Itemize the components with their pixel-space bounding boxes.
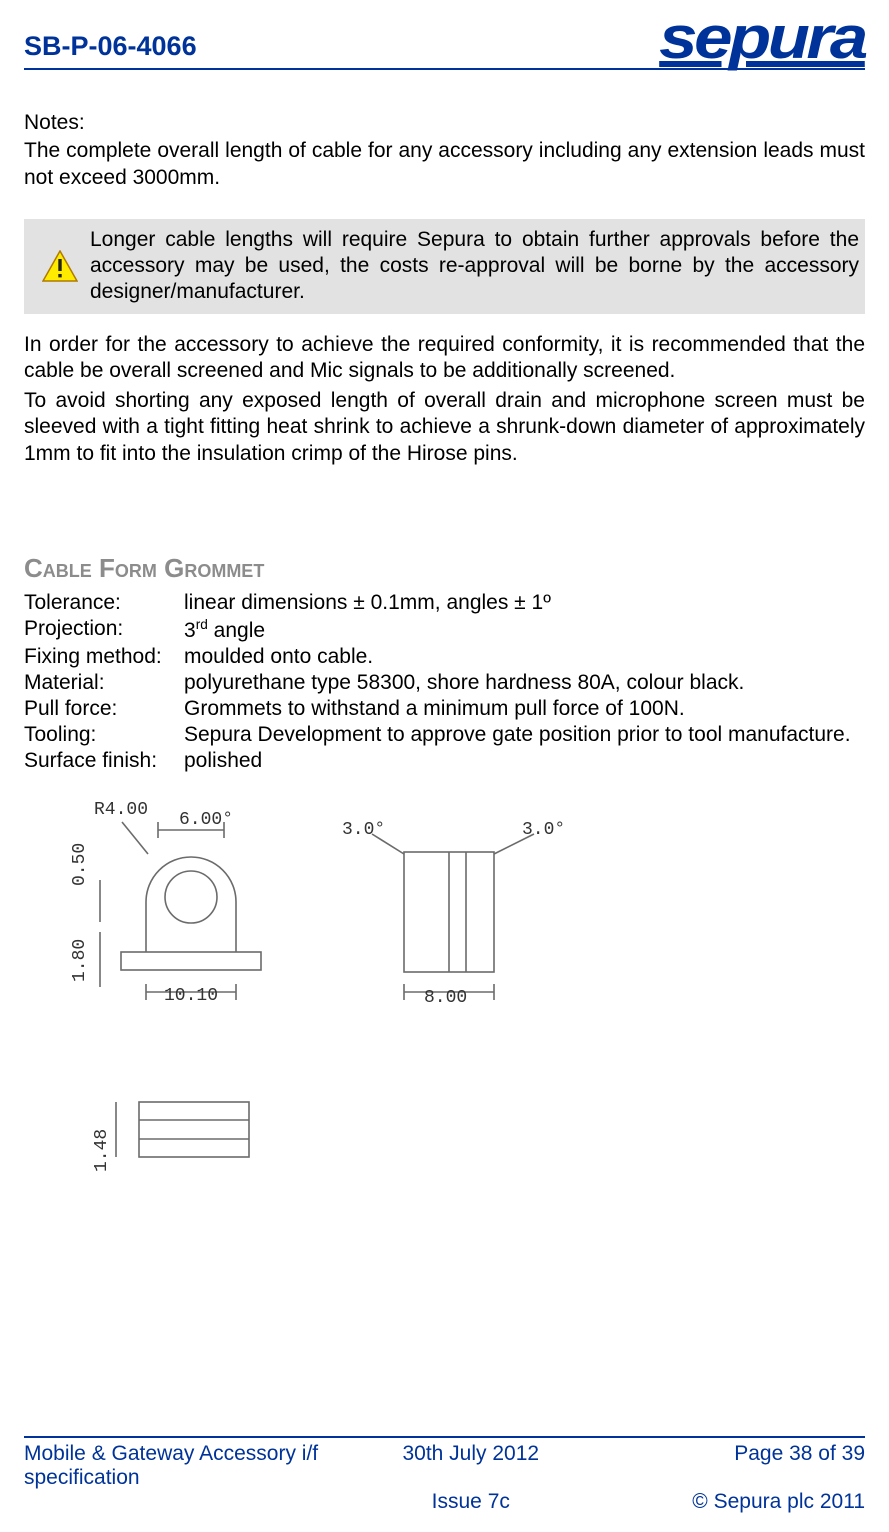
spec-value: Grommets to withstand a minimum pull for… [184, 696, 851, 722]
spec-label: Pull force: [24, 696, 184, 722]
dim-6deg: 6.00° [179, 810, 233, 830]
table-row: Tooling: Sepura Development to approve g… [24, 722, 851, 748]
spec-label: Fixing method: [24, 644, 184, 670]
spec-value: Sepura Development to approve gate posit… [184, 722, 851, 748]
warning-box: Longer cable lengths will require Sepura… [24, 219, 865, 314]
footer-doc-title: Mobile & Gateway Accessory i/f specifica… [24, 1442, 339, 1490]
spec-value: polished [184, 748, 851, 774]
page-body: Notes: The complete overall length of ca… [24, 70, 865, 1272]
spec-label: Projection: [24, 616, 184, 644]
dim-3deg-b: 3.0° [522, 820, 565, 840]
dim-1p8: 1.80 [70, 939, 90, 982]
spec-value: polyurethane type 58300, shore hardness … [184, 670, 851, 696]
table-row: Tolerance: linear dimensions ± 0.1mm, an… [24, 590, 851, 616]
dim-1p48: 1.48 [92, 1129, 112, 1172]
paragraph-sleeving: To avoid shorting any exposed length of … [24, 388, 865, 467]
footer-date: 30th July 2012 [339, 1442, 602, 1490]
section-title: Cable Form Grommet [24, 553, 865, 584]
notes-label: Notes: [24, 110, 865, 136]
dim-3deg-a: 3.0° [342, 820, 385, 840]
table-row: Surface finish: polished [24, 748, 851, 774]
spec-table: Tolerance: linear dimensions ± 0.1mm, an… [24, 590, 851, 774]
notes-paragraph: The complete overall length of cable for… [24, 138, 865, 191]
footer-issue: Issue 7c [339, 1490, 602, 1514]
technical-diagram: R4.00 6.00° 0.50 1.80 10.10 [24, 792, 865, 1272]
warning-icon [30, 250, 90, 282]
diagram-bottom-view [94, 1072, 264, 1202]
spec-value: 3rd angle [184, 616, 851, 644]
dim-10p1: 10.10 [164, 986, 218, 1006]
dim-0p5: 0.50 [70, 843, 90, 886]
spec-label: Material: [24, 670, 184, 696]
spec-label: Tolerance: [24, 590, 184, 616]
warning-text: Longer cable lengths will require Sepura… [90, 227, 859, 306]
table-row: Pull force: Grommets to withstand a mini… [24, 696, 851, 722]
dim-r4: R4.00 [94, 800, 148, 820]
footer-page: Page 38 of 39 [602, 1442, 865, 1490]
spec-value: linear dimensions ± 0.1mm, angles ± 1º [184, 590, 851, 616]
diagram-side-view [344, 822, 564, 1012]
table-row: Material: polyurethane type 58300, shore… [24, 670, 851, 696]
spec-label: Surface finish: [24, 748, 184, 774]
table-row: Projection: 3rd angle [24, 616, 851, 644]
brand-logo: sepura [659, 8, 865, 68]
doc-code: SB-P-06-4066 [24, 31, 197, 68]
spec-value: moulded onto cable. [184, 644, 851, 670]
spec-label: Tooling: [24, 722, 184, 748]
page-footer: Mobile & Gateway Accessory i/f specifica… [24, 1436, 865, 1514]
table-row: Fixing method: moulded onto cable. [24, 644, 851, 670]
paragraph-conformity: In order for the accessory to achieve th… [24, 332, 865, 385]
dim-8: 8.00 [424, 988, 467, 1008]
page-header: SB-P-06-4066 sepura [24, 0, 865, 70]
footer-copyright: © Sepura plc 2011 [602, 1490, 865, 1514]
